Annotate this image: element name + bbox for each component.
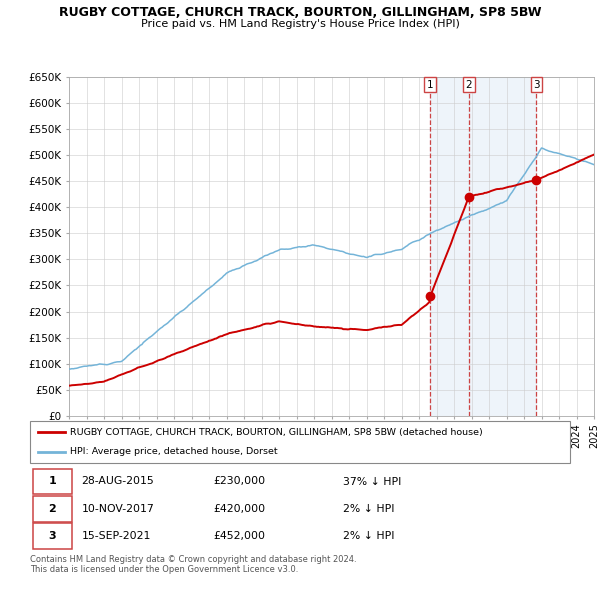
Text: £452,000: £452,000 <box>214 531 266 541</box>
FancyBboxPatch shape <box>33 523 71 549</box>
Text: 10-NOV-2017: 10-NOV-2017 <box>82 504 154 514</box>
Text: 2: 2 <box>466 80 472 90</box>
FancyBboxPatch shape <box>30 421 570 463</box>
Text: 1: 1 <box>427 80 434 90</box>
Text: 1: 1 <box>48 477 56 487</box>
Text: 2% ↓ HPI: 2% ↓ HPI <box>343 531 395 541</box>
Text: RUGBY COTTAGE, CHURCH TRACK, BOURTON, GILLINGHAM, SP8 5BW (detached house): RUGBY COTTAGE, CHURCH TRACK, BOURTON, GI… <box>71 428 483 437</box>
FancyBboxPatch shape <box>33 468 71 494</box>
Bar <box>469 77 536 416</box>
Text: Contains HM Land Registry data © Crown copyright and database right 2024.
This d: Contains HM Land Registry data © Crown c… <box>30 555 356 574</box>
Text: £230,000: £230,000 <box>214 477 266 487</box>
Text: 15-SEP-2021: 15-SEP-2021 <box>82 531 151 541</box>
Text: £420,000: £420,000 <box>214 504 266 514</box>
Text: 3: 3 <box>49 531 56 541</box>
Text: 2% ↓ HPI: 2% ↓ HPI <box>343 504 395 514</box>
Text: 28-AUG-2015: 28-AUG-2015 <box>82 477 154 487</box>
Text: HPI: Average price, detached house, Dorset: HPI: Average price, detached house, Dors… <box>71 447 278 456</box>
Text: 37% ↓ HPI: 37% ↓ HPI <box>343 477 401 487</box>
Text: RUGBY COTTAGE, CHURCH TRACK, BOURTON, GILLINGHAM, SP8 5BW: RUGBY COTTAGE, CHURCH TRACK, BOURTON, GI… <box>59 6 541 19</box>
Text: Price paid vs. HM Land Registry's House Price Index (HPI): Price paid vs. HM Land Registry's House … <box>140 19 460 29</box>
Text: 2: 2 <box>48 504 56 514</box>
Bar <box>430 77 469 416</box>
FancyBboxPatch shape <box>33 496 71 522</box>
Text: 3: 3 <box>533 80 540 90</box>
